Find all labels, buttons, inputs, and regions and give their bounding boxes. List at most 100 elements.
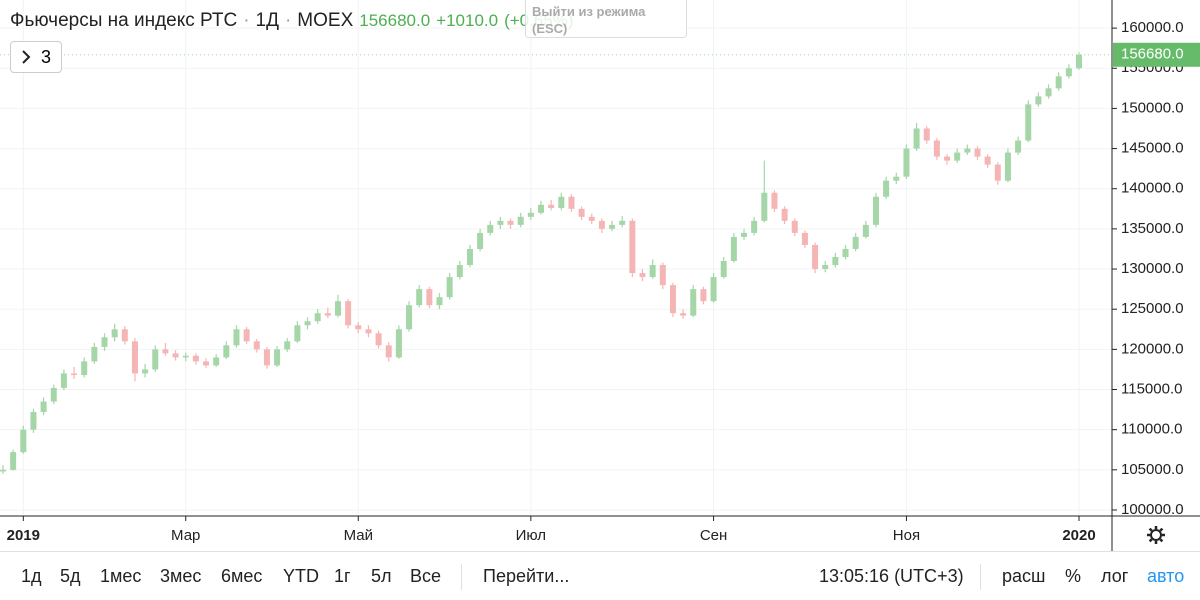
collapse-count: 3 [40,46,51,67]
candle-body [771,192,778,209]
candle-body [91,346,98,362]
candle-body [416,289,423,306]
candle-body [233,329,240,346]
scale-button[interactable]: авто [1147,565,1185,586]
candle-body [314,313,321,322]
candle-body [984,156,991,165]
candle-body [812,244,819,270]
candle-body [903,148,910,177]
y-tick-label: 145000.0 [1121,140,1184,157]
expand-button[interactable]: 3 [10,41,62,73]
candle-body [406,305,413,330]
y-tick-label: 105000.0 [1121,461,1184,478]
settings-icon[interactable] [1147,526,1165,544]
candle-body [253,341,260,350]
candle-body [517,216,524,225]
candle-body [710,277,717,302]
bottom-toolbar: 1д 5д 1мес 3мес 6мес YTD 1г 5л Все Перейти... 13:0… [0,552,1200,600]
y-tick-label: 100000.0 [1121,501,1184,518]
interval[interactable]: 1Д [255,10,279,31]
candle-body [101,337,108,347]
exit-tooltip[interactable]: Выйти из режима (ESC) [525,0,687,38]
x-tick-label: Мар [171,527,200,544]
candle-body [162,349,169,354]
change: +1010.0 [436,11,499,30]
range-button[interactable]: 5д [60,565,81,586]
y-tick-label: 150000.0 [1121,99,1184,116]
candle-body [385,345,392,358]
candle-body [243,329,250,342]
candle-body [142,369,149,374]
candle-body [558,196,565,209]
chevron-icon [22,50,31,64]
y-tick-label: 120000.0 [1121,340,1184,357]
range-button[interactable]: YTD [283,565,319,586]
candle-body [30,411,37,430]
clock: 13:05:16 (UTC+3) [819,565,964,586]
candle-body [598,220,605,229]
candle-body [131,341,138,374]
candle-body [446,277,453,298]
candle-body [913,128,920,149]
chart-title: Фьючерсы на индекс РТС [10,10,238,31]
range-button[interactable]: Все [410,565,442,586]
candle-body [883,180,890,197]
separator [980,564,981,590]
last-price-label: 156680.0 [1121,46,1184,63]
candle-body [304,321,311,326]
candle-body [111,329,118,338]
candle-body [324,313,331,316]
candle-body [690,289,697,316]
candle-body [213,357,220,366]
range-button[interactable]: 1д [21,565,42,586]
candle-body [761,192,768,221]
candle-body [994,164,1001,181]
range-button[interactable]: 3мес [160,565,202,586]
candle-body [548,204,555,209]
candle-body [10,452,17,470]
candle-body [466,248,473,266]
scale-button[interactable]: % [1065,565,1082,586]
candle-body [1055,76,1062,89]
candle-body [436,297,443,306]
range-button[interactable]: 1мес [100,565,142,586]
gear-tooth [1148,527,1153,532]
candle-body [284,341,291,350]
y-tick-label: 135000.0 [1121,220,1184,237]
candle-body [1015,140,1022,153]
scale-button[interactable]: лог [1101,565,1129,586]
candle-body [274,349,281,366]
candle-body [345,301,352,326]
candle-body [964,148,971,153]
y-tick-label: 130000.0 [1121,260,1184,277]
goto-button[interactable]: Перейти... [483,565,570,586]
gear-tooth [1159,527,1164,532]
range-button[interactable]: 5л [371,565,392,586]
x-tick-label: Ноя [893,527,920,544]
candle-body [20,429,27,453]
candle-body [609,224,616,229]
y-tick-label: 160000.0 [1121,19,1184,36]
x-tick-label: Июл [516,527,546,544]
candle-body [223,345,230,358]
candle-body [507,220,514,225]
separator [461,564,462,590]
candle-body [294,325,301,342]
candle-body [893,176,900,181]
gear-tooth [1148,538,1153,543]
candle-body [395,329,402,358]
candle-body [730,236,737,262]
candle-body [720,261,727,278]
candle-body [974,148,981,157]
range-button[interactable]: 1г [334,565,351,586]
candle-body [659,265,666,286]
candle-body [700,289,707,302]
last-price: 156680.0 [359,11,431,30]
candle-body [629,220,636,274]
candle-body [791,220,798,233]
range-button[interactable]: 6мес [221,565,263,586]
scale-button[interactable]: расш [1002,565,1046,586]
candle-body [263,349,270,366]
candle-body [954,152,961,161]
